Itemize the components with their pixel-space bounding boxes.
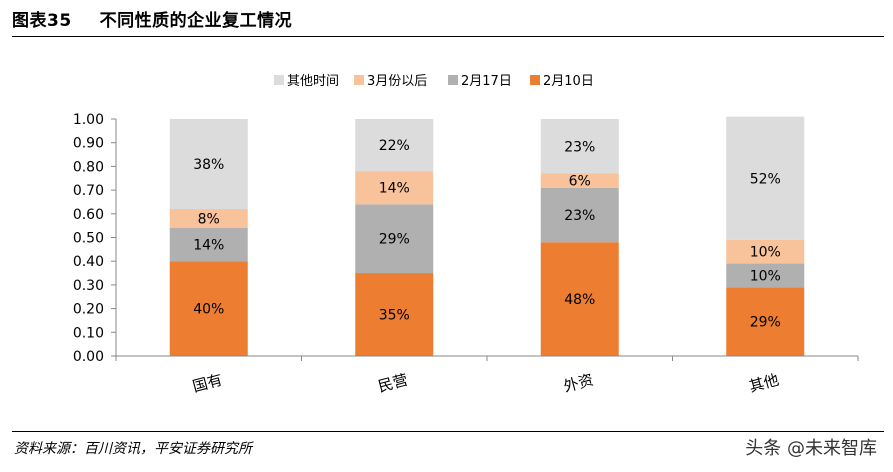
data-label: 48% [564, 292, 595, 308]
y-tick-label: 0.00 [73, 349, 104, 365]
bar-segment [355, 273, 434, 356]
legend-swatch [274, 75, 284, 85]
y-tick-label: 0.70 [73, 183, 104, 199]
title-divider [12, 36, 884, 37]
footer-divider [12, 431, 884, 432]
legend-label: 3月份以后 [367, 74, 427, 89]
data-label: 10% [750, 268, 781, 284]
bar-segment [540, 119, 619, 174]
legend-swatch [448, 75, 458, 85]
bar-segment [169, 209, 248, 229]
legend-label: 2月10日 [543, 74, 594, 89]
bar-segment [726, 116, 805, 240]
data-label: 23% [564, 139, 595, 155]
x-tick-label: 外资 [562, 371, 596, 396]
bar-segment [540, 173, 619, 188]
x-tick-label: 民营 [376, 371, 410, 396]
x-axis: 国有 民营 外资 其他 [115, 355, 859, 396]
data-label: 8% [198, 212, 220, 228]
bar-segment [169, 261, 248, 356]
y-tick-label: 0.90 [73, 136, 104, 152]
bar-segment [355, 171, 434, 205]
y-tick-label: 0.20 [73, 302, 104, 318]
legend-swatch [530, 75, 540, 85]
bar-segment [726, 239, 805, 264]
source-note: 资料来源：百川资讯，平安证券研究所 [14, 441, 252, 457]
bar-segment [355, 119, 434, 172]
y-tick-label: 0.30 [73, 278, 104, 294]
data-label: 10% [750, 245, 781, 261]
data-label: 22% [379, 138, 410, 154]
bars: 40% 14% 8% 38% 35% 29% 14% 22% 48% 23% 6% 23% 29% 10%… [169, 116, 805, 356]
data-label: 35% [379, 308, 410, 324]
y-tick-label: 0.80 [73, 159, 104, 175]
data-label: 6% [569, 174, 591, 190]
y-tick-label: 1.00 [73, 112, 104, 128]
bar-segment [540, 187, 619, 243]
data-label: 40% [193, 302, 224, 318]
x-tick-label: 其他 [747, 371, 781, 396]
y-tick-label: 0.10 [73, 325, 104, 341]
bar-segment [540, 242, 619, 356]
legend-label: 2月17日 [461, 74, 512, 89]
bar-segment [169, 228, 248, 262]
data-label: 23% [564, 208, 595, 224]
y-tick-label: 0.40 [73, 254, 104, 270]
data-label: 29% [750, 315, 781, 331]
y-tick-label: 0.60 [73, 207, 104, 223]
y-axis: 0.00 0.10 0.20 0.30 0.40 0.50 0.60 0.70 0.80 0.90… [73, 112, 117, 365]
watermark: 头条 @未来智库 [745, 438, 877, 459]
bar-segment [726, 263, 805, 288]
data-label: 14% [193, 238, 224, 254]
bar-segment [169, 119, 248, 210]
data-label: 29% [379, 232, 410, 248]
figure-number: 图表35 [12, 11, 72, 31]
chart-legend: 其他时间 3月份以后 2月17日 2月10日 [274, 74, 594, 89]
figure-title: 图表35 不同性质的企业复工情况 [12, 6, 292, 31]
legend-label: 其他时间 [287, 74, 339, 89]
x-tick-label: 国有 [191, 371, 225, 396]
bar-segment [726, 287, 805, 356]
y-tick-label: 0.50 [73, 231, 104, 247]
data-label: 14% [379, 181, 410, 197]
figure-title-text: 不同性质的企业复工情况 [99, 11, 293, 31]
data-label: 38% [193, 157, 224, 173]
bar-segment [355, 204, 434, 274]
legend-swatch [354, 75, 364, 85]
data-label: 52% [750, 171, 781, 187]
